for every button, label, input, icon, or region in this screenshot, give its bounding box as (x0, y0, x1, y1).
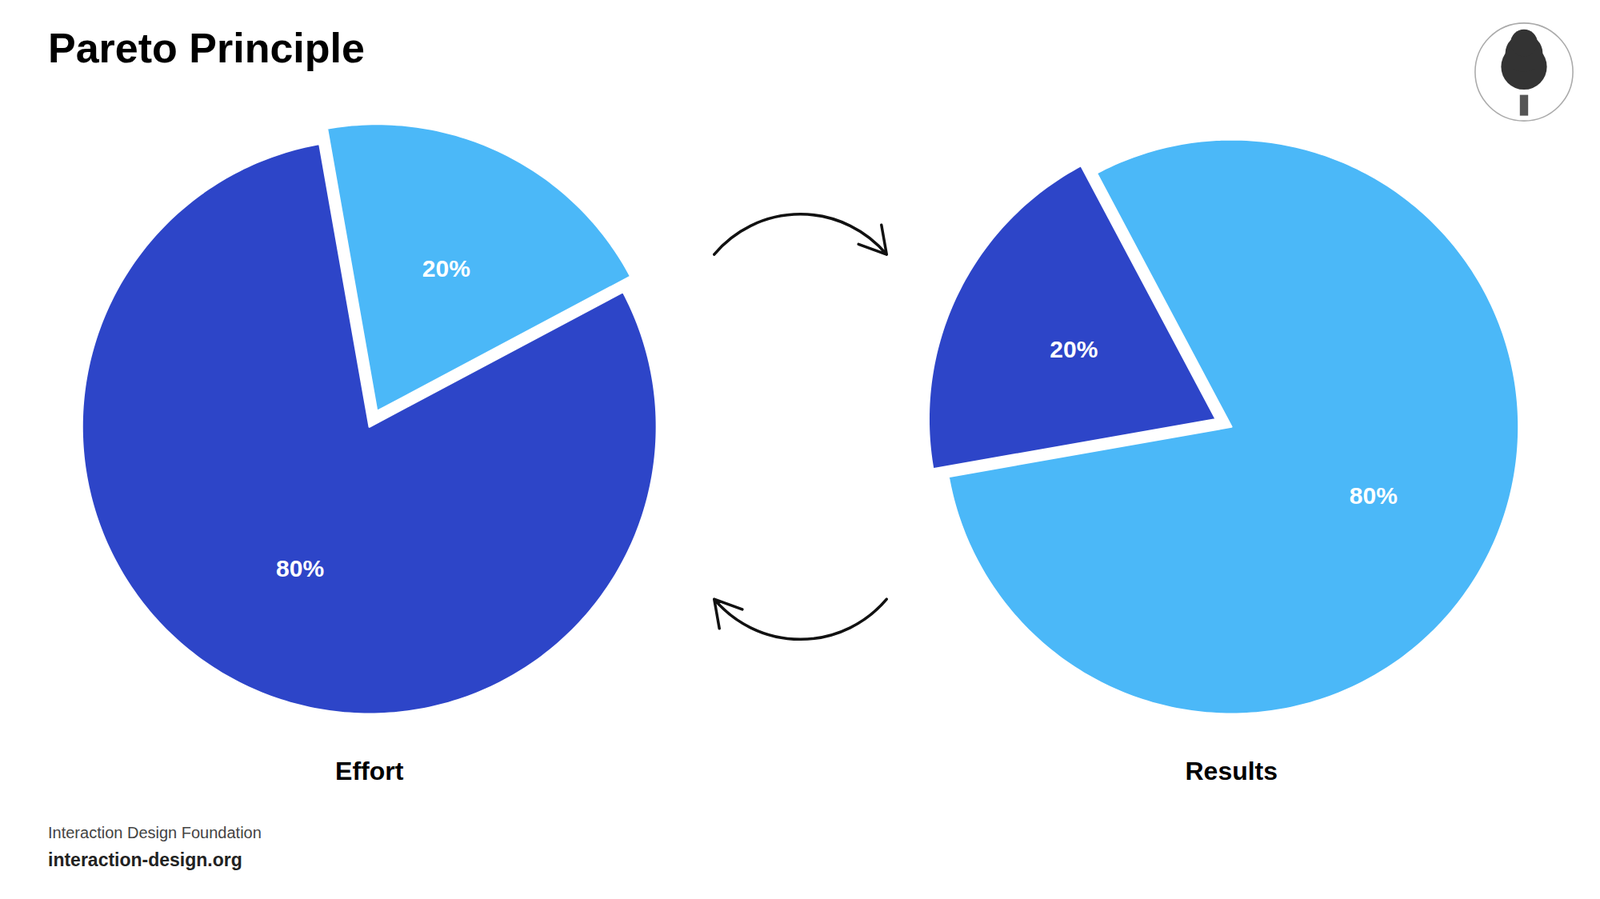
svg-text:20%: 20% (422, 255, 471, 282)
svg-text:80%: 80% (1349, 482, 1398, 509)
svg-text:80%: 80% (276, 555, 324, 582)
html-text:Pareto Principle: Pareto Principle (48, 24, 365, 72)
svg-text:20%: 20% (1049, 336, 1098, 363)
svg-text:Effort: Effort (335, 756, 404, 786)
svg-text:Results: Results (1184, 756, 1278, 786)
html-text:interaction-design.org: interaction-design.org (48, 849, 243, 871)
html-text:Interaction Design Foundation: Interaction Design Foundation (48, 824, 262, 842)
